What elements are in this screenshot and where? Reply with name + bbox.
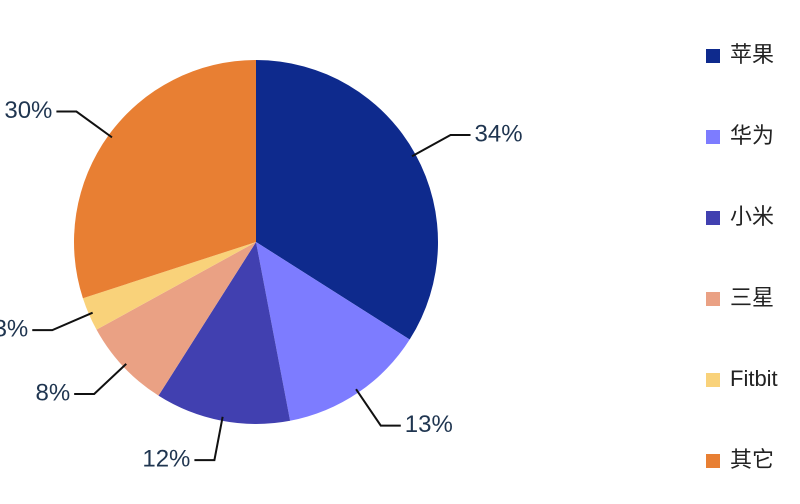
legend-label: 苹果 bbox=[730, 42, 774, 67]
legend-label: 华为 bbox=[730, 123, 774, 148]
data-label: 12% bbox=[142, 445, 190, 472]
legend-label: 三星 bbox=[730, 285, 774, 310]
legend-swatch bbox=[706, 49, 720, 63]
leader-line bbox=[194, 416, 224, 462]
legend-swatch bbox=[706, 211, 720, 225]
pie-slice bbox=[82, 242, 256, 330]
pie-slice bbox=[73, 60, 256, 299]
data-label: 13% bbox=[405, 411, 453, 438]
legend-swatch bbox=[706, 130, 720, 144]
leader-line bbox=[355, 388, 401, 427]
legend-swatch bbox=[706, 373, 720, 387]
pie-slice bbox=[158, 242, 291, 425]
legend-swatch bbox=[706, 454, 720, 468]
data-label: 3% bbox=[0, 316, 28, 343]
data-label: 8% bbox=[35, 379, 70, 406]
legend-label: Fitbit bbox=[730, 366, 778, 391]
data-label: 30% bbox=[4, 97, 52, 124]
leader-line bbox=[56, 110, 113, 139]
legend-label: 小米 bbox=[730, 204, 774, 229]
pie-slice bbox=[256, 60, 439, 340]
pie-slice bbox=[96, 242, 257, 396]
leader-line bbox=[411, 134, 471, 158]
pie-slice bbox=[256, 242, 410, 421]
legend-swatch bbox=[706, 292, 720, 306]
legend-label: 其它 bbox=[730, 447, 774, 472]
data-label: 34% bbox=[475, 120, 523, 147]
leader-line bbox=[74, 363, 127, 395]
leader-line bbox=[32, 311, 94, 332]
